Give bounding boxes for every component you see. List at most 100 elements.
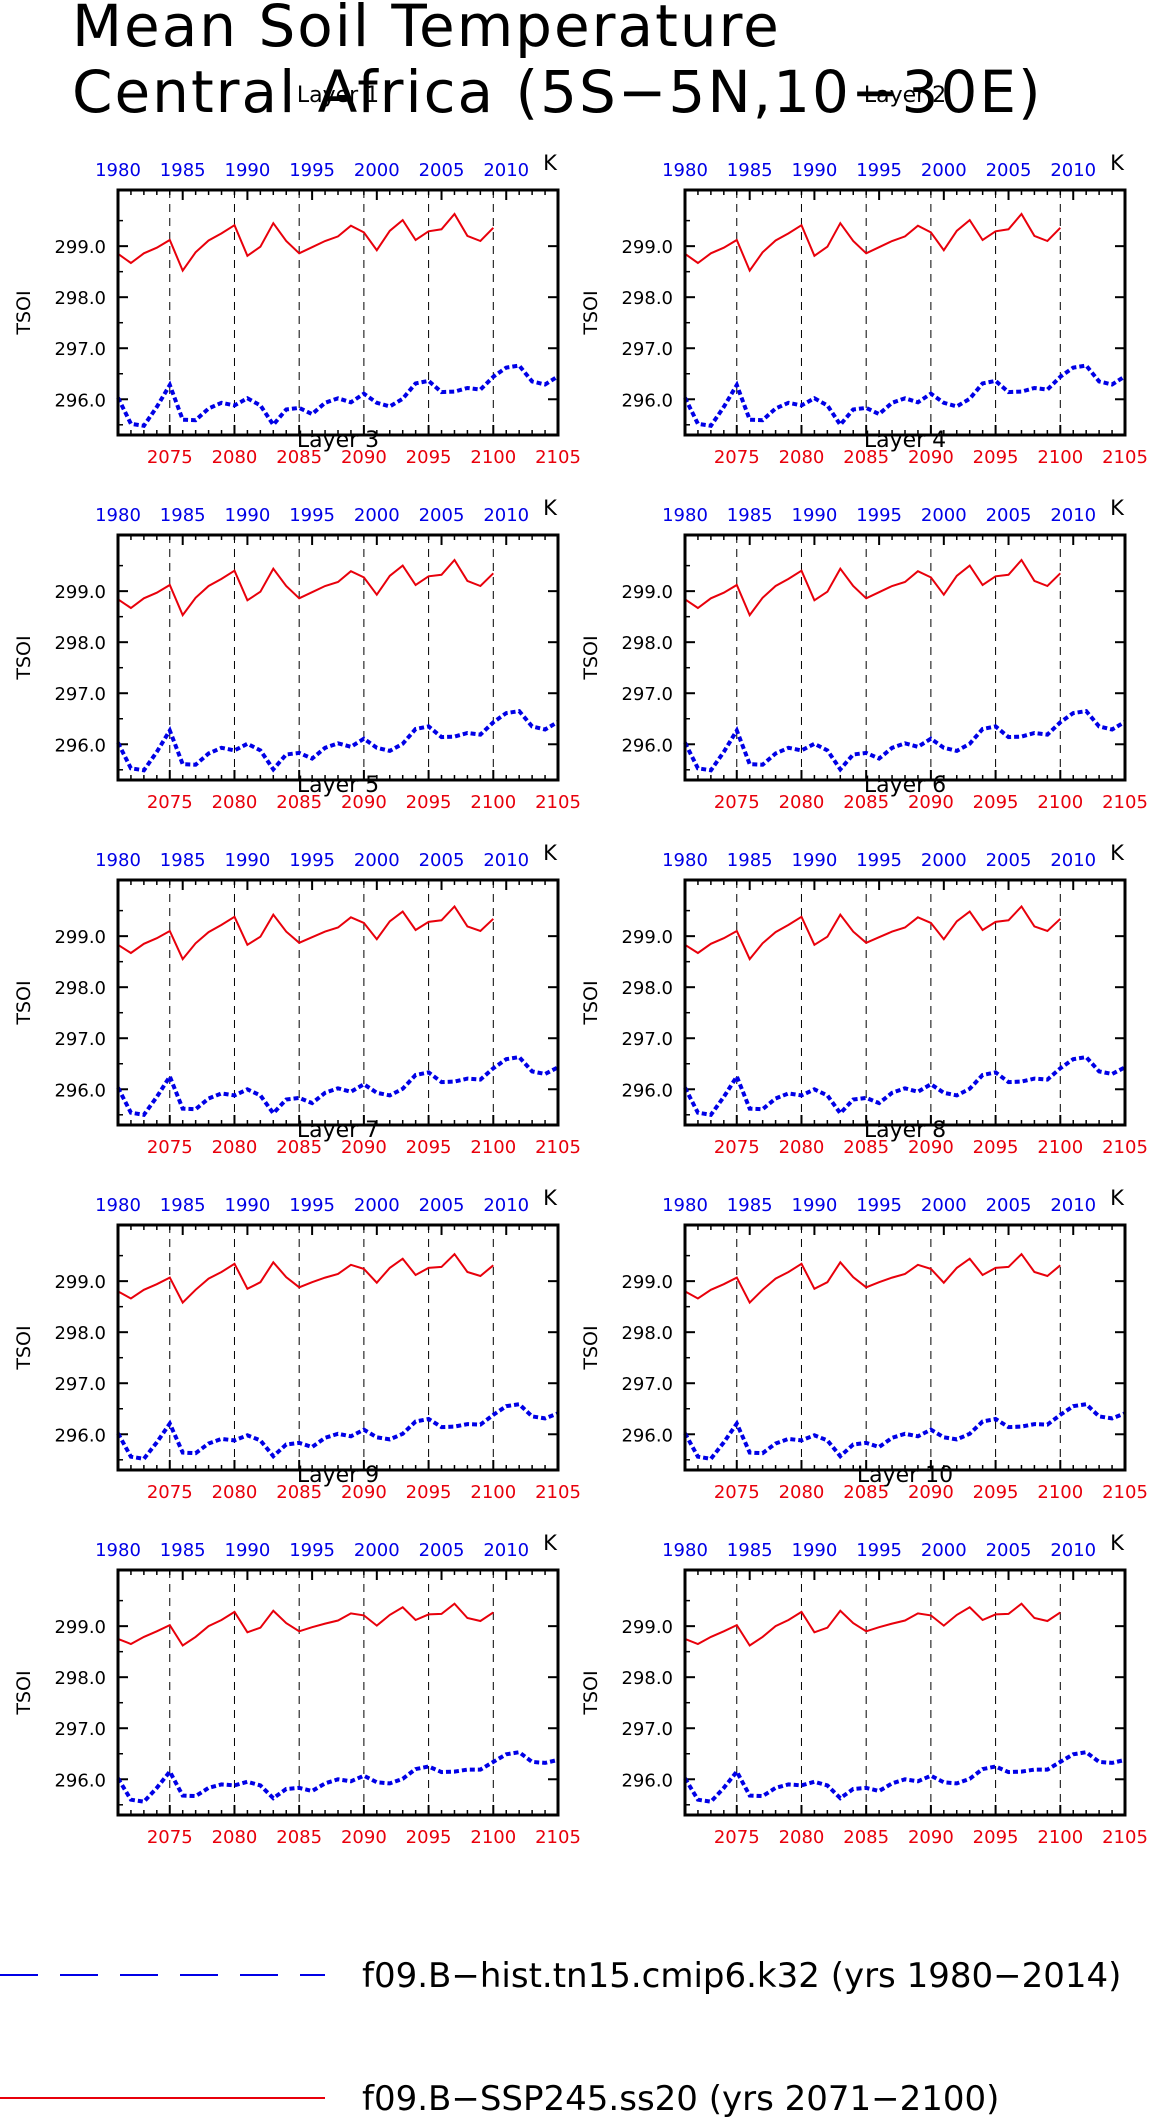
x-top-tick-label: 1995 (856, 160, 902, 181)
x-bottom-tick-label: 2105 (535, 1827, 581, 1848)
series-hist-line (116, 1402, 559, 1461)
x-top-tick-label: 2010 (1050, 1540, 1096, 1561)
x-top-tick-label: 1980 (662, 160, 708, 181)
x-bottom-tick-label: 2100 (1037, 1482, 1083, 1503)
panel-3: Layer 3 K TSOI 296.0 297.0 298.0 299.0 2075 2080… (13, 428, 581, 813)
y-tick-label: 299.0 (621, 1272, 673, 1293)
y-tick-label: 298.0 (621, 1668, 673, 1689)
y-tick-label: 299.0 (54, 927, 106, 948)
x-top-tick-label: 1995 (856, 505, 902, 526)
x-bottom-tick-label: 2090 (341, 1482, 387, 1503)
x-bottom-tick-label: 2080 (779, 792, 825, 813)
y-tick-label: 298.0 (621, 1323, 673, 1344)
panel-2: Layer 2 K TSOI 296.0 297.0 298.0 299.0 2075 2080… (580, 83, 1148, 468)
x-bottom-tick-label: 2085 (276, 447, 322, 468)
x-bottom-tick-label: 2085 (843, 447, 889, 468)
x-top-tick-label: 1985 (727, 1540, 773, 1561)
x-top-tick-label: 1995 (856, 1540, 902, 1561)
y-tick-label: 297.0 (621, 684, 673, 705)
x-top-tick-label: 1990 (225, 505, 271, 526)
series-hist-line (683, 1750, 1126, 1804)
x-top-tick-label: 1995 (289, 160, 335, 181)
panel-1: Layer 1 K TSOI 296.0 297.0 298.0 299.0 2075 2080… (13, 83, 581, 468)
panel-title: Layer 8 (864, 1118, 946, 1143)
x-bottom-tick-label: 2105 (1102, 1827, 1148, 1848)
x-bottom-tick-label: 2080 (212, 1137, 258, 1158)
x-bottom-tick-label: 2075 (714, 1137, 760, 1158)
x-bottom-tick-label: 2105 (1102, 447, 1148, 468)
x-bottom-tick-label: 2085 (276, 1482, 322, 1503)
x-top-tick-label: 1985 (160, 160, 206, 181)
plot-frame (683, 1223, 1127, 1472)
units-label: K (1110, 1531, 1125, 1555)
series-hist-line (683, 708, 1127, 773)
y-tick-label: 298.0 (54, 978, 106, 999)
y-axis-label: TSOI (13, 980, 35, 1025)
series-ssp-line (117, 904, 494, 961)
x-bottom-tick-label: 2100 (1037, 1827, 1083, 1848)
x-top-tick-label: 1990 (225, 1195, 271, 1216)
y-axis-label: TSOI (580, 290, 602, 335)
x-top-tick-label: 1995 (289, 1540, 335, 1561)
units-label: K (543, 151, 558, 175)
x-top-tick-label: 1985 (160, 505, 206, 526)
x-bottom-tick-label: 2095 (406, 792, 452, 813)
plot-frame (116, 188, 560, 437)
x-top-tick-label: 2005 (986, 1195, 1032, 1216)
x-bottom-tick-label: 2075 (147, 1482, 193, 1503)
x-bottom-tick-label: 2105 (1102, 792, 1148, 813)
x-top-tick-label: 1980 (662, 850, 708, 871)
y-tick-label: 298.0 (621, 633, 673, 654)
x-top-tick-label: 1995 (289, 1195, 335, 1216)
x-top-tick-label: 2005 (419, 850, 465, 871)
x-top-tick-label: 1995 (856, 850, 902, 871)
x-top-tick-label: 2005 (986, 160, 1032, 181)
x-top-tick-label: 1980 (95, 160, 141, 181)
x-top-tick-label: 1990 (792, 160, 838, 181)
y-tick-label: 298.0 (54, 1668, 106, 1689)
x-top-tick-label: 1990 (792, 1195, 838, 1216)
plot-frame (116, 1568, 560, 1817)
x-top-tick-label: 2000 (354, 850, 400, 871)
y-axis-label: TSOI (13, 1670, 35, 1715)
units-label: K (1110, 496, 1125, 520)
x-top-tick-label: 2000 (921, 505, 967, 526)
x-bottom-tick-label: 2090 (908, 1827, 954, 1848)
y-tick-label: 297.0 (54, 1029, 106, 1050)
y-tick-label: 299.0 (621, 927, 673, 948)
x-bottom-tick-label: 2080 (779, 1137, 825, 1158)
y-tick-label: 296.0 (54, 1425, 106, 1446)
x-bottom-tick-label: 2100 (470, 1137, 516, 1158)
series-ssp-line (117, 1252, 494, 1305)
x-top-tick-label: 2005 (986, 1540, 1032, 1561)
units-label: K (1110, 1186, 1125, 1210)
series-hist-line (683, 1054, 1126, 1117)
panel-9: Layer 9 K TSOI 296.0 297.0 298.0 299.0 2075 2080… (13, 1463, 581, 1848)
y-tick-label: 299.0 (54, 1617, 106, 1638)
x-bottom-tick-label: 2105 (535, 792, 581, 813)
x-bottom-tick-label: 2100 (470, 447, 516, 468)
x-bottom-tick-label: 2085 (843, 1827, 889, 1848)
y-tick-label: 297.0 (54, 1374, 106, 1395)
x-bottom-tick-label: 2075 (714, 1827, 760, 1848)
series-ssp-line (117, 212, 495, 273)
x-bottom-tick-label: 2095 (973, 792, 1019, 813)
panel-title: Layer 5 (297, 773, 379, 798)
series-ssp-line (684, 212, 1062, 273)
x-top-tick-label: 2010 (483, 505, 529, 526)
y-tick-label: 299.0 (621, 237, 673, 258)
x-top-tick-label: 1985 (727, 1195, 773, 1216)
plot-frame (683, 878, 1127, 1127)
x-top-tick-label: 1995 (289, 850, 335, 871)
units-label: K (543, 1531, 558, 1555)
x-top-tick-label: 1990 (792, 850, 838, 871)
x-bottom-tick-label: 2100 (470, 1827, 516, 1848)
x-bottom-tick-label: 2100 (470, 1482, 516, 1503)
x-bottom-tick-label: 2095 (406, 1827, 452, 1848)
units-label: K (1110, 841, 1125, 865)
x-top-tick-label: 1990 (225, 1540, 271, 1561)
x-top-tick-label: 1980 (95, 850, 141, 871)
x-top-tick-label: 2010 (483, 1195, 529, 1216)
x-top-tick-label: 1980 (662, 505, 708, 526)
